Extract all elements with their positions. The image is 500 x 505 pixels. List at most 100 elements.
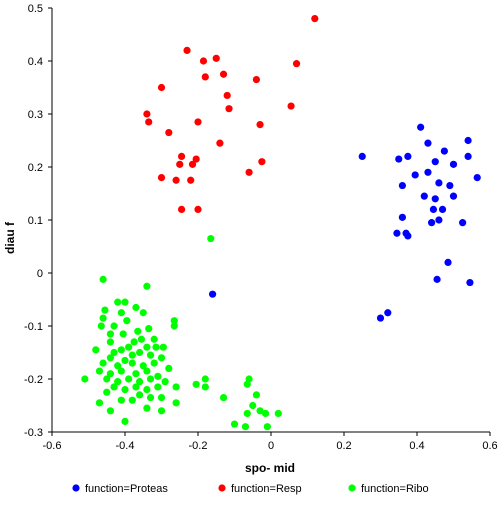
- data-point: [225, 105, 233, 113]
- data-point: [128, 359, 136, 367]
- data-point: [165, 128, 173, 137]
- data-point: [209, 290, 217, 298]
- data-point: [449, 160, 458, 168]
- data-point: [398, 213, 406, 221]
- y-tick-label: 0: [37, 268, 43, 280]
- data-point: [123, 317, 131, 325]
- data-point: [137, 335, 146, 343]
- data-point: [194, 118, 202, 126]
- data-point: [188, 160, 197, 168]
- data-point: [192, 155, 200, 163]
- data-point: [81, 375, 89, 383]
- data-point: [136, 348, 144, 357]
- data-point: [252, 75, 260, 84]
- data-point: [444, 258, 452, 266]
- data-point: [128, 396, 136, 404]
- x-tick-label: 0.4: [409, 440, 424, 452]
- data-point: [219, 70, 228, 78]
- legend-item: function=Ribo: [348, 483, 429, 495]
- data-point: [424, 139, 432, 147]
- data-point: [433, 275, 441, 283]
- data-point: [161, 378, 169, 386]
- data-point: [99, 275, 107, 283]
- data-point: [172, 176, 180, 184]
- data-point: [146, 393, 155, 402]
- data-point: [154, 383, 162, 391]
- data-point: [125, 375, 133, 383]
- data-point: [256, 121, 264, 129]
- data-point: [464, 136, 472, 145]
- data-point: [429, 205, 438, 213]
- legend-marker: [348, 484, 356, 492]
- legend: function=Proteas function=Resp function=Ri…: [72, 483, 429, 495]
- data-point: [263, 423, 271, 431]
- y-tick-label: -0.2: [24, 374, 43, 386]
- data-point: [132, 383, 140, 391]
- data-point: [143, 404, 151, 412]
- data-point: [230, 420, 239, 428]
- data-point: [183, 46, 191, 55]
- data-point: [145, 118, 153, 126]
- data-point: [143, 386, 151, 394]
- x-tick-label: 0.6: [482, 440, 497, 452]
- data-point: [258, 158, 266, 166]
- data-point: [128, 351, 136, 359]
- data-point: [159, 343, 167, 351]
- data-point: [146, 375, 155, 383]
- y-tick-label: 0.1: [28, 215, 43, 227]
- data-point: [216, 139, 224, 147]
- data-point: [132, 303, 140, 312]
- data-point: [292, 60, 301, 68]
- data-point: [176, 160, 184, 168]
- y-tick-label: -0.1: [24, 321, 43, 333]
- data-point: [311, 15, 319, 23]
- data-point: [110, 348, 118, 357]
- data-point: [212, 54, 220, 62]
- data-point: [121, 417, 129, 425]
- data-point: [192, 380, 200, 388]
- legend-label: function=Resp: [231, 483, 302, 495]
- data-point: [114, 378, 122, 386]
- data-point: [125, 343, 133, 351]
- data-point: [417, 123, 425, 131]
- data-point: [404, 152, 412, 160]
- data-point: [261, 409, 270, 418]
- data-point: [150, 335, 158, 343]
- y-tick-label: 0.4: [28, 56, 43, 68]
- data-point: [245, 168, 253, 176]
- data-point: [114, 298, 122, 306]
- data-point: [420, 192, 428, 200]
- x-axis-title: spo- mid: [245, 461, 295, 475]
- data-point: [446, 181, 454, 190]
- data-point: [157, 354, 166, 362]
- data-point: [157, 174, 166, 182]
- legend-marker: [72, 484, 80, 492]
- data-point: [121, 356, 129, 365]
- data-point: [157, 407, 166, 415]
- data-point: [223, 91, 231, 100]
- data-point: [219, 393, 228, 402]
- data-point: [170, 322, 178, 330]
- data-point: [207, 234, 215, 243]
- x-tick-label: -0.4: [116, 440, 135, 452]
- data-point: [106, 354, 114, 362]
- y-tick-label: 0.2: [28, 162, 43, 174]
- data-point: [92, 346, 100, 354]
- legend-label: function=Ribo: [361, 483, 429, 495]
- data-point: [384, 309, 392, 317]
- data-point: [411, 171, 419, 179]
- data-point: [139, 362, 147, 370]
- data-point: [143, 282, 151, 290]
- data-point: [464, 152, 472, 160]
- data-point: [177, 152, 186, 160]
- data-point: [459, 219, 467, 227]
- data-point: [143, 110, 151, 118]
- series-group: [81, 234, 282, 431]
- data-point: [201, 73, 209, 81]
- series-group: [209, 123, 481, 322]
- data-point: [132, 370, 140, 378]
- data-point: [376, 314, 385, 322]
- data-point: [121, 386, 129, 394]
- data-point: [252, 391, 260, 399]
- data-point: [435, 216, 443, 224]
